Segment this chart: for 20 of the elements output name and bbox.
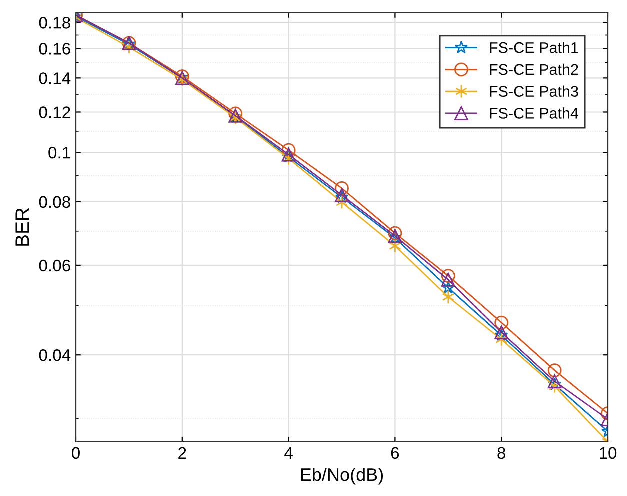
y-tick-label: 0.06 xyxy=(39,260,70,272)
x-tick-label: 4 xyxy=(284,447,293,459)
x-tick-label: 8 xyxy=(498,447,506,460)
y-tick-label: 0.18 xyxy=(39,17,70,29)
legend-label: FS-CE Path1 xyxy=(490,42,578,54)
y-tick-label: 0.12 xyxy=(39,106,70,118)
y-tick-label: 0.08 xyxy=(39,196,70,208)
y-tick-label: 0.04 xyxy=(39,350,71,362)
y-axis-title: BER xyxy=(16,208,30,246)
legend-label: FS-CE Path4 xyxy=(490,108,579,119)
y-tick-label: 0.1 xyxy=(48,146,70,159)
y-tick-label: 0.16 xyxy=(39,43,70,55)
x-tick-label: 10 xyxy=(600,447,617,460)
x-tick-label: 0 xyxy=(72,447,80,460)
y-tick-label: 0.14 xyxy=(39,72,71,84)
x-tick-label: 6 xyxy=(391,447,400,460)
x-axis-title: Eb/No(dB) xyxy=(301,468,384,485)
legend-label: FS-CE Path3 xyxy=(490,86,578,98)
x-tick-label: 2 xyxy=(178,447,186,459)
legend-label: FS-CE Path2 xyxy=(490,64,578,76)
